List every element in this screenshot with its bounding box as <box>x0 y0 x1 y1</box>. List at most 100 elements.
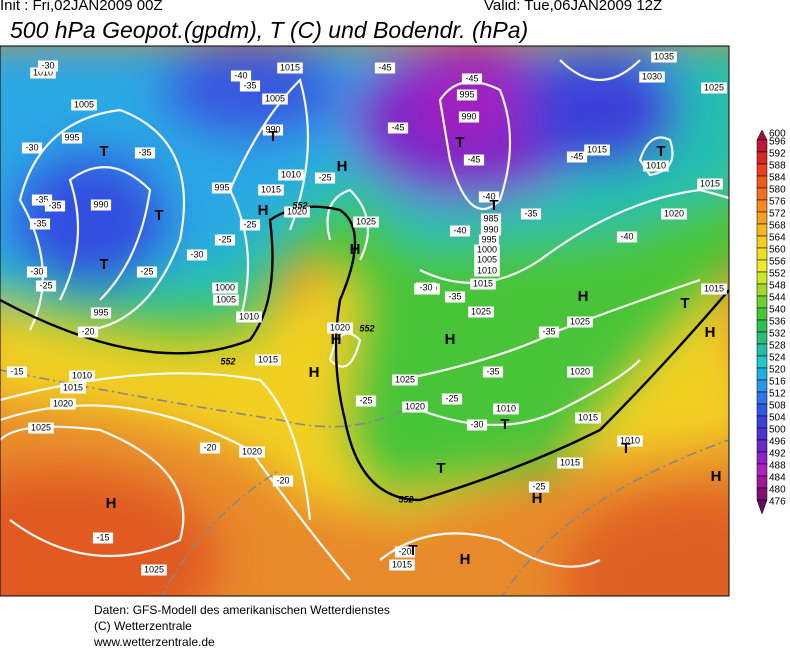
pressure-label: 1020 <box>242 446 262 456</box>
temperature-label-box <box>92 532 114 544</box>
temperature-label: -25 <box>359 395 372 405</box>
pressure-label-box <box>456 89 478 101</box>
pressure-label-box <box>61 132 83 144</box>
map-title: 500 hPa Geopot.(gpdm), T (C) und Bodendr… <box>10 17 528 43</box>
pressure-label-box <box>389 559 415 571</box>
pressure-label: 1010 <box>477 265 497 275</box>
colorbar-label: 536 <box>769 317 786 328</box>
colorbar-cell <box>756 475 768 489</box>
colorbar-label: 552 <box>769 269 786 280</box>
temperature-label: -25 <box>532 481 545 491</box>
colorbar-label: 508 <box>769 401 786 412</box>
pressure-label-box <box>353 216 379 228</box>
pressure-label-box <box>213 294 239 306</box>
temperature-label: -35 <box>33 218 46 228</box>
temperature-label-box <box>415 282 437 294</box>
temperature-label: -45 <box>391 122 404 132</box>
pressure-label-box <box>60 382 86 394</box>
temperature-label-box <box>528 481 550 493</box>
temperature-label-box <box>444 291 466 303</box>
colorbar-label: 596 <box>769 137 786 148</box>
temperature-label: -25 <box>218 234 231 244</box>
colorbar-cell <box>756 319 768 333</box>
pressure-label-box <box>141 564 167 576</box>
pressure-label-box <box>284 206 310 218</box>
colorbar-label: 544 <box>769 293 786 304</box>
temperature-label: -25 <box>445 393 458 403</box>
temperature-label-box <box>214 234 236 246</box>
pressure-label-box <box>71 99 97 111</box>
colorbar-cell <box>756 283 768 297</box>
temperature-label: -30 <box>41 60 54 70</box>
pressure-label: 1015 <box>258 354 278 364</box>
temperature-label: -35 <box>48 200 61 210</box>
contour-label: 552 <box>292 200 307 210</box>
temperature-label: -35 <box>138 147 151 157</box>
pressure-label-box <box>458 111 480 123</box>
pressure-label-box <box>28 422 54 434</box>
temperature-label-box <box>239 80 261 92</box>
temperature-label-box <box>461 73 483 85</box>
colorbar-label: 592 <box>769 149 786 160</box>
pressure-center: H <box>578 288 589 305</box>
pressure-label-box <box>478 234 500 246</box>
pressure-label: 1020 <box>330 322 350 332</box>
footer-line: www.wetterzentrale.de <box>93 635 215 648</box>
temperature-label: -30 <box>470 419 483 429</box>
colorbar-label: 572 <box>769 209 786 220</box>
temperature-label: -15 <box>96 532 109 542</box>
contour-label: 552 <box>220 356 235 366</box>
colorbar-cell <box>756 487 768 501</box>
colorbar-label: 484 <box>769 473 786 484</box>
pressure-label: 985 <box>483 213 498 223</box>
pressure-label-box <box>262 124 284 136</box>
temperature-label-box <box>199 442 221 454</box>
temperature-label-box <box>186 249 208 261</box>
colorbar-label: 492 <box>769 449 786 460</box>
pressure-center: H <box>711 468 722 485</box>
temperature-label-box <box>239 219 261 231</box>
colorbar-label: 528 <box>769 341 786 352</box>
temperature-label: -35 <box>448 291 461 301</box>
pressure-center: H <box>350 241 361 258</box>
pressure-label: 1010 <box>72 370 92 380</box>
pressure-label-box <box>480 224 502 236</box>
colorbar-label: 476 <box>769 497 786 508</box>
pressure-label: 990 <box>265 124 280 134</box>
pressure-center: H <box>106 495 117 512</box>
temperature-label: -25 <box>39 280 52 290</box>
colorbar-cell <box>756 223 768 237</box>
colorbar-cell <box>756 295 768 309</box>
colorbar-cell <box>756 403 768 417</box>
colorbar-cell <box>756 199 768 213</box>
temperature-label: -40 <box>620 231 633 241</box>
colorbar-cell <box>756 367 768 381</box>
pressure-center: H <box>309 364 320 381</box>
pressure-label: 1035 <box>654 51 674 61</box>
colorbar-label: 556 <box>769 257 786 268</box>
colorbar-label: 576 <box>769 197 786 208</box>
temperature-label-box <box>394 546 416 558</box>
pressure-label: 1015 <box>587 144 607 154</box>
pressure-center: T <box>489 197 498 214</box>
pressure-label: 1005 <box>265 93 285 103</box>
pressure-label: 1025 <box>356 216 376 226</box>
pressure-center: T <box>408 542 417 559</box>
colorbar-cell <box>756 355 768 369</box>
colorbar-cell <box>756 211 768 225</box>
pressure-label: 1015 <box>392 559 412 569</box>
colorbar-label: 500 <box>769 425 786 436</box>
pressure-label: 1010 <box>620 435 640 445</box>
pressure-center: H <box>258 202 269 219</box>
colorbar-cell <box>756 331 768 345</box>
colorbar-cell <box>756 259 768 273</box>
pressure-label-box <box>69 370 95 382</box>
pressure-label: 1010 <box>33 67 53 77</box>
temperature-label-box <box>136 266 158 278</box>
pressure-label-box <box>327 322 353 334</box>
temperature-label-box <box>520 208 542 220</box>
colorbar-cap <box>756 499 768 515</box>
temperature-label-box <box>463 154 485 166</box>
pressure-label-box <box>639 71 665 83</box>
pressure-center: T <box>99 143 108 160</box>
